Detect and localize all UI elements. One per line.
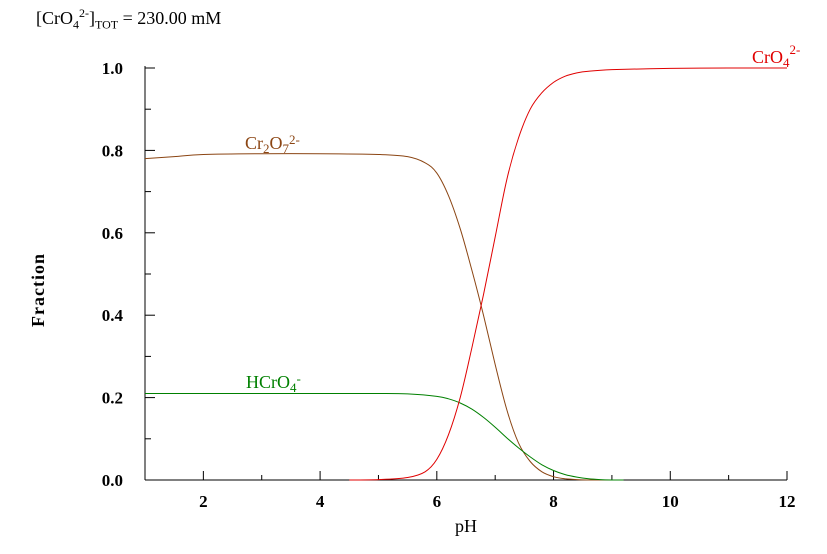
x-tick-label: 6	[433, 492, 442, 511]
curves	[144, 67, 788, 481]
y-tick-label: 0.4	[102, 306, 124, 325]
x-tick-label: 2	[199, 492, 208, 511]
y-tick-label: 1.0	[102, 59, 123, 78]
total-concentration-annotation: [CrO42-]TOT = 230.00 mM	[36, 6, 222, 32]
series-label-cro4: CrO42-	[752, 42, 800, 70]
series-label-cr2o7: Cr2O72-	[245, 132, 300, 156]
y-tick-label: 0.0	[102, 471, 123, 490]
y-tick-label: 0.6	[102, 224, 123, 243]
series-line-0	[144, 153, 612, 481]
axes: 2 4 6 8 10 12 0.0 0.2 0.4 0.6 0.8 1.0	[102, 59, 796, 511]
series-line-1	[145, 392, 624, 481]
x-tick-label: 4	[316, 492, 325, 511]
y-tick-label: 0.8	[102, 141, 123, 160]
series-label-hcro4: HCrO4-	[246, 371, 301, 395]
x-tick-label: 10	[662, 492, 679, 511]
x-tick-label: 8	[549, 492, 558, 511]
y-tick-label: 0.2	[102, 389, 123, 408]
y-axis-label: Fraction	[28, 253, 48, 327]
x-axis-label: pH	[455, 516, 477, 536]
x-tick-label: 12	[779, 492, 796, 511]
series-line-2	[349, 67, 788, 481]
